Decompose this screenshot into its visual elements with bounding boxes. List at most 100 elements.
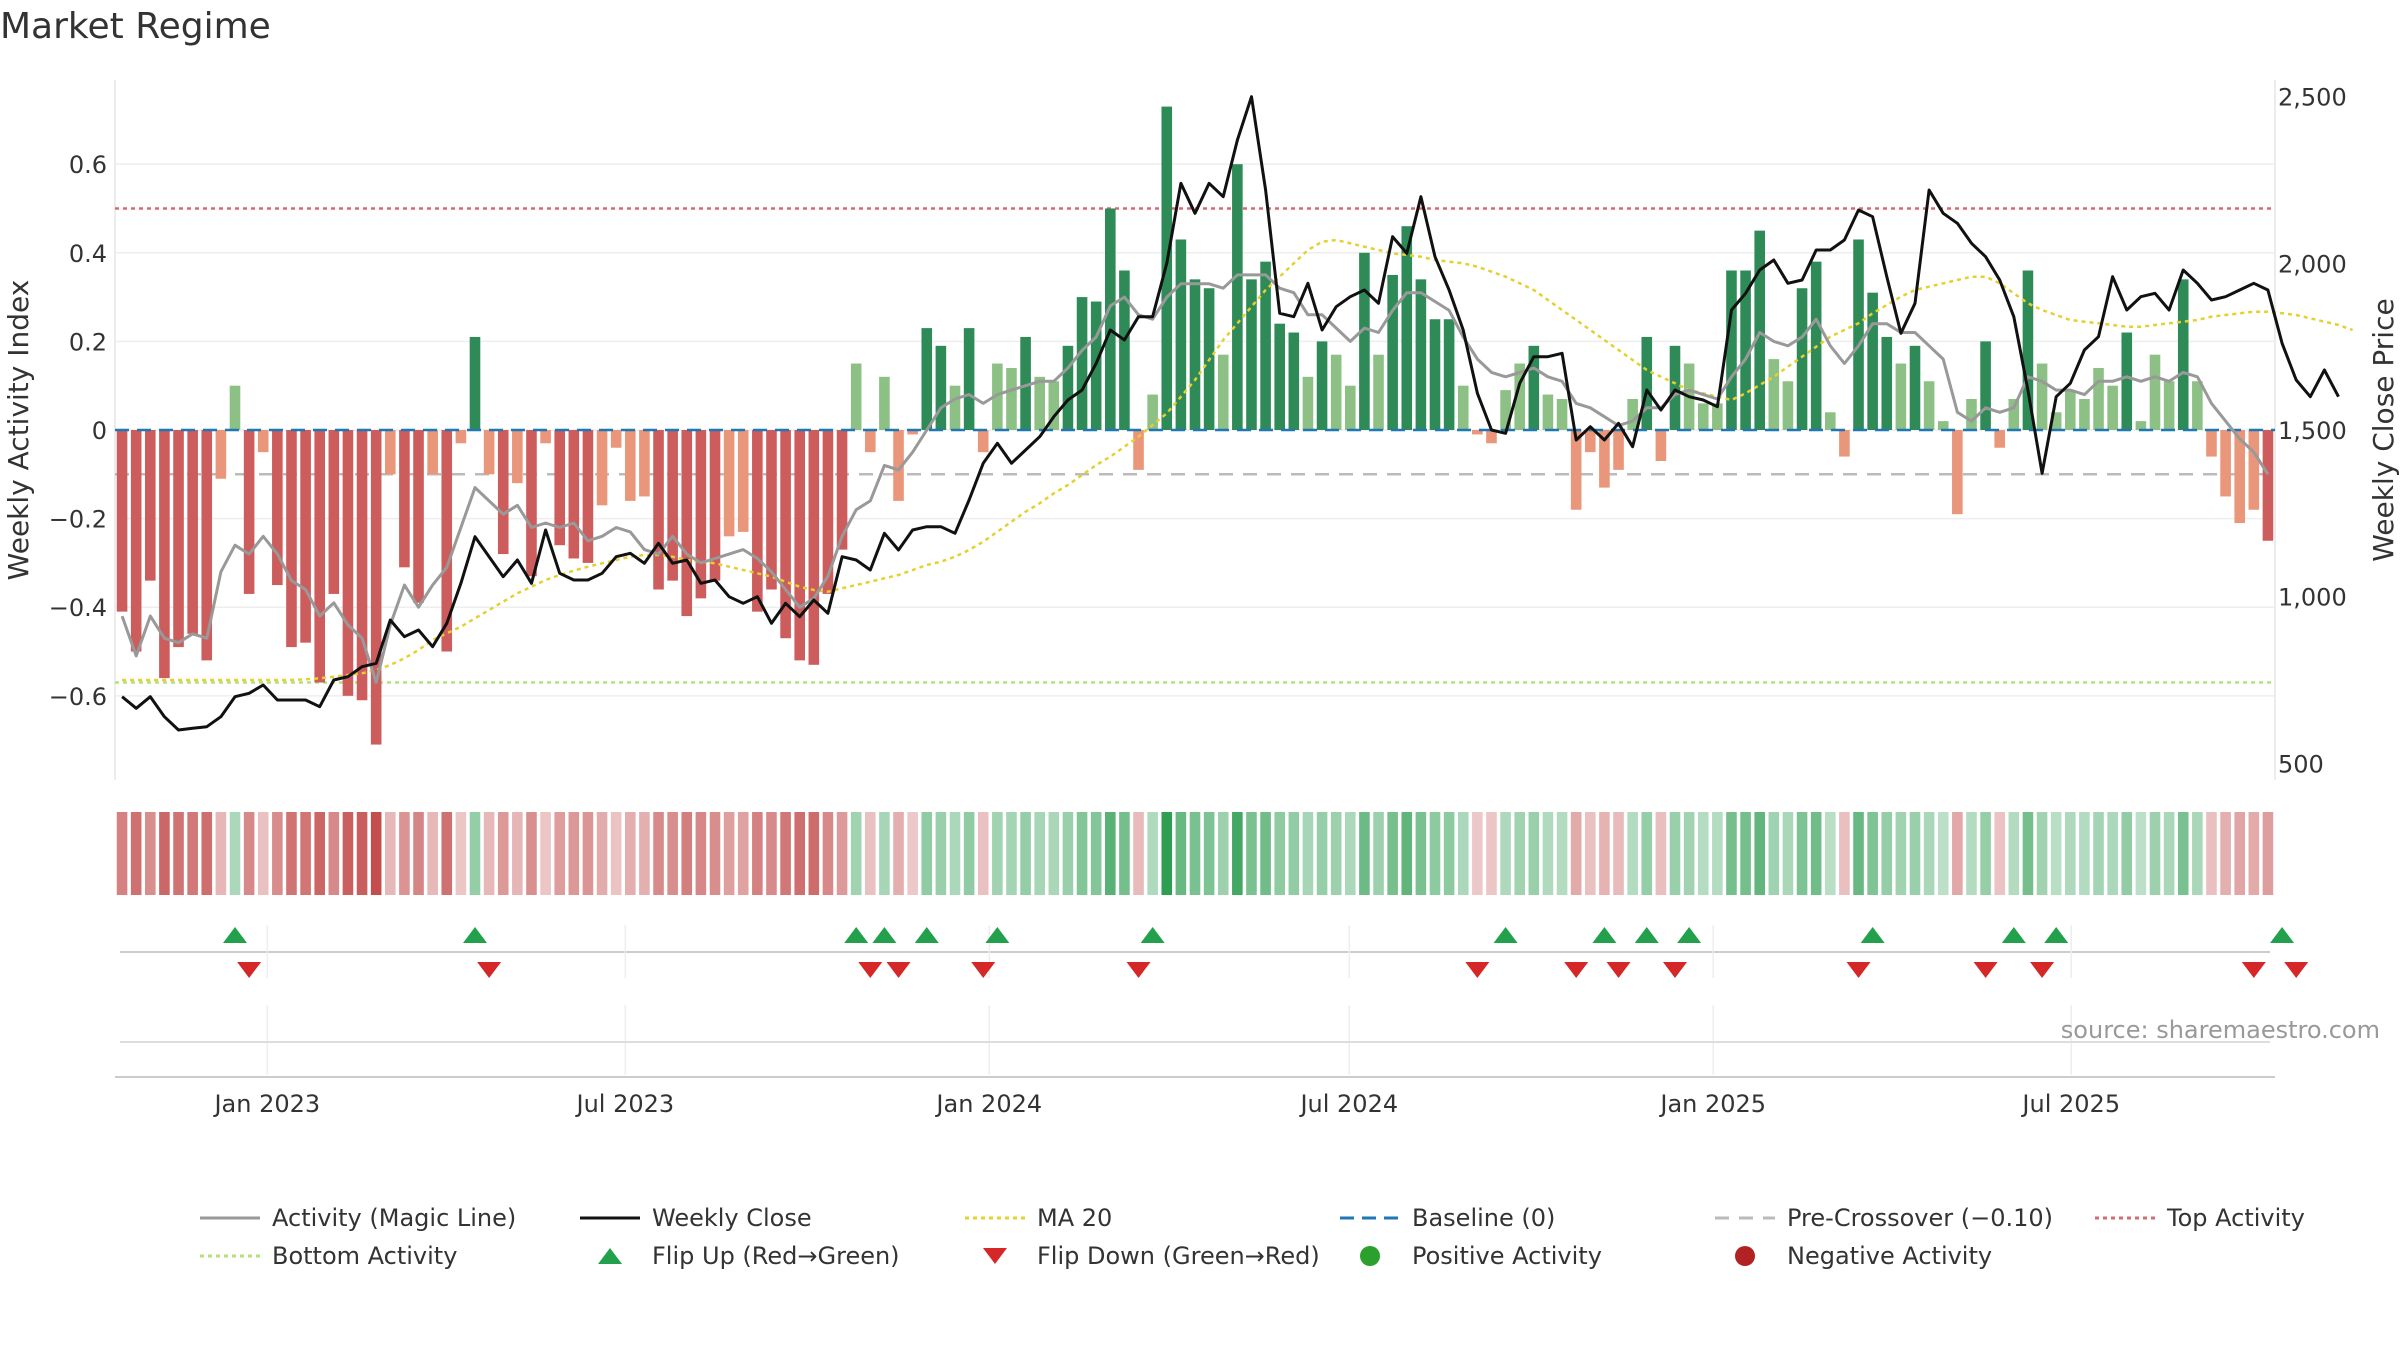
heat-strip-cell xyxy=(752,812,763,895)
activity-bar xyxy=(780,430,791,639)
flip-up-marker xyxy=(844,927,869,943)
heat-strip-cell xyxy=(1203,812,1215,895)
heat-strip-cell xyxy=(116,812,128,895)
activity-bar xyxy=(2149,354,2161,430)
heat-strip-cell xyxy=(695,812,707,895)
legend-dot-icon xyxy=(1735,1246,1755,1266)
heat-strip-cell xyxy=(1839,812,1850,895)
heat-strip-cell xyxy=(2262,812,2274,895)
heat-strip-cell xyxy=(1810,812,1822,895)
activity-bar xyxy=(2079,398,2090,430)
activity-bar xyxy=(1246,279,1257,430)
legend-item: MA 20 xyxy=(965,1200,1112,1236)
heat-strip-cell xyxy=(173,812,184,895)
activity-bar xyxy=(2050,412,2062,430)
activity-bar xyxy=(512,430,523,484)
heat-strip-cell xyxy=(2192,812,2203,895)
activity-bar xyxy=(1613,430,1624,470)
activity-bar xyxy=(667,430,678,581)
activity-bar xyxy=(1147,394,1158,430)
flip-down-marker xyxy=(2241,962,2266,978)
heat-strip-cell xyxy=(2050,812,2062,895)
heat-strip-cell xyxy=(356,812,368,895)
flip-up-marker xyxy=(914,927,939,943)
activity-bar xyxy=(399,430,410,568)
activity-bar xyxy=(850,363,862,430)
heat-strip-cell xyxy=(1133,812,1144,895)
heat-strip-cell xyxy=(1429,812,1441,895)
heat-strip-cell xyxy=(2121,812,2133,895)
heat-strip-cell xyxy=(1570,812,1582,895)
heat-strip-cell xyxy=(808,812,820,895)
activity-bar xyxy=(187,430,198,634)
heat-strip-cell xyxy=(130,812,142,895)
activity-bar xyxy=(1034,376,1045,430)
flip-up-marker xyxy=(2270,927,2295,943)
heat-strip-cell xyxy=(1937,812,1949,895)
activity-bar xyxy=(1782,381,1794,430)
heat-strip-cell xyxy=(1909,812,1921,895)
activity-bar xyxy=(342,430,354,696)
heat-strip-cell xyxy=(1316,812,1328,895)
heat-strip-cell xyxy=(187,812,198,895)
flip-up-marker xyxy=(985,927,1010,943)
activity-bar xyxy=(130,430,142,652)
heat-strip-cell xyxy=(963,812,975,895)
activity-bar xyxy=(1937,421,1949,430)
activity-bar xyxy=(314,430,325,683)
activity-bar xyxy=(1570,430,1582,510)
activity-bar xyxy=(2192,381,2203,430)
heat-strip-cell xyxy=(497,812,509,895)
activity-bar xyxy=(1401,226,1413,430)
heat-strip-cell xyxy=(992,812,1003,895)
heat-strip-cell xyxy=(1627,812,1638,895)
activity-bar xyxy=(752,430,763,612)
activity-bar xyxy=(1133,430,1144,470)
flip-up-marker xyxy=(872,927,897,943)
activity-bar xyxy=(977,430,989,453)
activity-bar xyxy=(1768,359,1780,430)
heat-strip-cell xyxy=(667,812,678,895)
activity-bar xyxy=(1641,336,1653,430)
activity-bar xyxy=(568,430,580,559)
heat-strip-cell xyxy=(1923,812,1935,895)
activity-bar xyxy=(469,336,481,430)
activity-bar xyxy=(1302,376,1314,430)
chart-title: Market Regime xyxy=(0,6,271,47)
x-tick-label: Jan 2023 xyxy=(212,1090,320,1118)
heat-strip-cell xyxy=(1020,812,1031,895)
activity-bar xyxy=(1189,279,1201,430)
legend-line-swatch xyxy=(2095,1216,2155,1220)
activity-bar xyxy=(625,430,636,501)
activity-bar xyxy=(215,430,227,479)
flip-down-marker xyxy=(237,962,262,978)
activity-bar xyxy=(1316,341,1328,430)
activity-bar xyxy=(1726,270,1737,430)
source-note: source: sharemaestro.com xyxy=(2060,1016,2380,1044)
heat-strip-cell xyxy=(1500,812,1511,895)
heat-strip-cell xyxy=(1712,812,1723,895)
heat-strip-cell xyxy=(1076,812,1088,895)
heat-strip-cell xyxy=(1895,812,1907,895)
activity-bar xyxy=(116,430,128,612)
activity-bar xyxy=(2036,363,2048,430)
heat-strip-cell xyxy=(1867,812,1878,895)
heat-strip-cell xyxy=(1472,812,1483,895)
activity-bar xyxy=(1217,354,1229,430)
activity-bar xyxy=(1909,345,1921,430)
activity-bar xyxy=(1994,430,2005,448)
activity-bar xyxy=(610,430,622,448)
flip-down-marker xyxy=(1663,962,1687,978)
activity-bar xyxy=(1697,403,1709,430)
activity-bar xyxy=(229,385,241,430)
activity-bar xyxy=(173,430,184,648)
legend-label: Flip Down (Green→Red) xyxy=(1037,1242,1320,1270)
activity-bar xyxy=(286,430,297,648)
y-tick-label: 0.2 xyxy=(69,328,107,356)
activity-bar xyxy=(1796,288,1808,430)
heat-strip-cell xyxy=(2163,812,2175,895)
legend-item: Flip Up (Red→Green) xyxy=(580,1238,900,1274)
activity-bar xyxy=(935,345,947,430)
activity-bar xyxy=(2248,430,2260,510)
legend-triangle-icon xyxy=(598,1248,622,1264)
